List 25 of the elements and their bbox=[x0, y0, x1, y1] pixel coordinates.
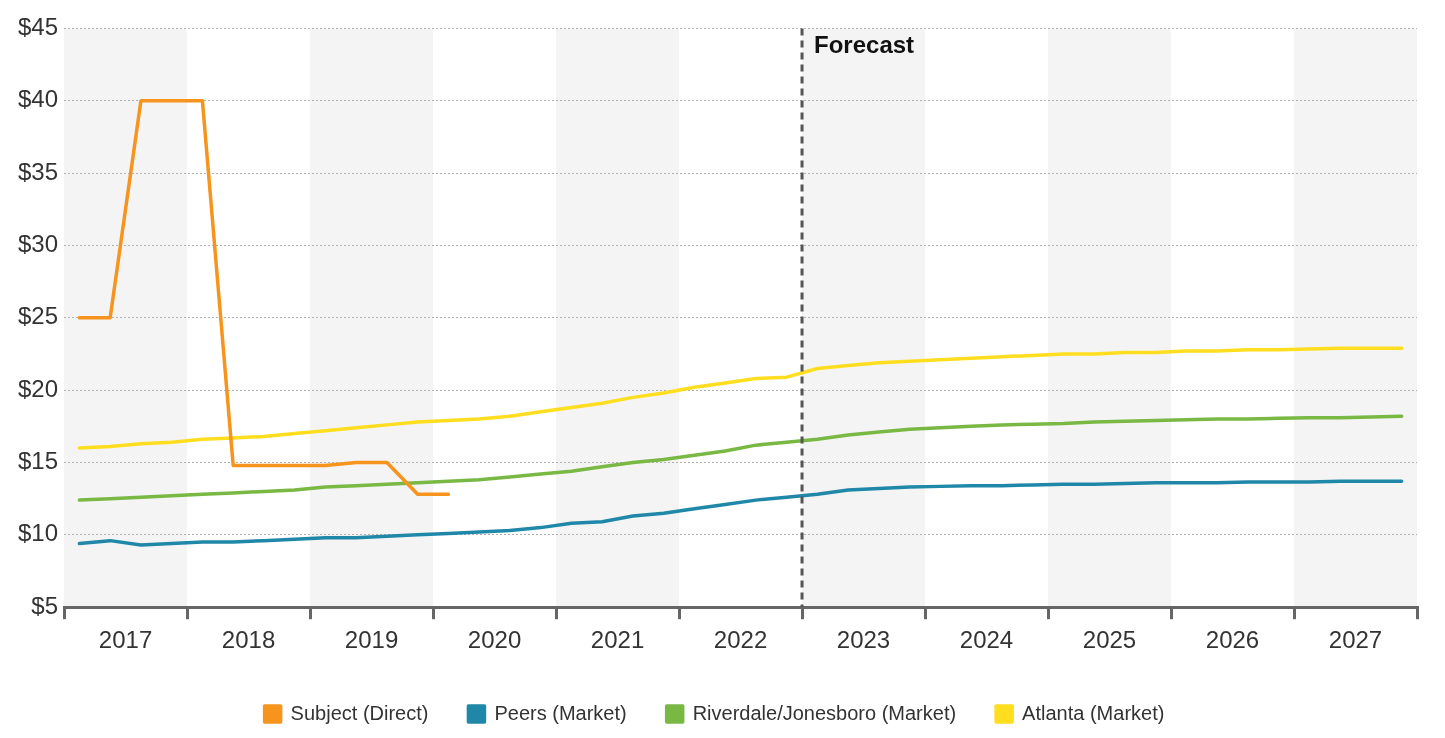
y-tick-label: $10 bbox=[18, 519, 59, 547]
x-tick-label: 2026 bbox=[1205, 626, 1260, 654]
y-tick-label: $30 bbox=[18, 230, 59, 258]
ref-line-label: Forecast bbox=[814, 31, 915, 59]
legend-label: Atlanta (Market) bbox=[1022, 701, 1165, 724]
legend-label: Peers (Market) bbox=[494, 701, 627, 724]
x-tick-label: 2018 bbox=[221, 626, 276, 654]
x-tick-label: 2021 bbox=[590, 626, 645, 654]
y-tick-label: $40 bbox=[18, 85, 59, 113]
x-tick-label: 2022 bbox=[713, 626, 768, 654]
y-tick-label: $35 bbox=[18, 157, 59, 185]
x-tick-label: 2020 bbox=[467, 626, 522, 654]
x-tick-label: 2023 bbox=[836, 626, 891, 654]
legend-label: Riverdale/Jonesboro (Market) bbox=[692, 701, 957, 724]
y-tick-label: $25 bbox=[18, 302, 59, 330]
x-tick-label: 2024 bbox=[959, 626, 1014, 654]
x-tick-label: 2019 bbox=[344, 626, 399, 654]
y-tick-label: $45 bbox=[18, 13, 59, 41]
x-tick-label: 2025 bbox=[1082, 626, 1137, 654]
x-tick-label: 2027 bbox=[1328, 626, 1383, 654]
y-tick-label: $5 bbox=[31, 591, 59, 619]
legend-label: Subject (Direct) bbox=[290, 701, 429, 724]
y-tick-label: $15 bbox=[18, 447, 59, 475]
y-tick-label: $20 bbox=[18, 374, 59, 402]
x-tick-label: 2017 bbox=[98, 626, 153, 654]
